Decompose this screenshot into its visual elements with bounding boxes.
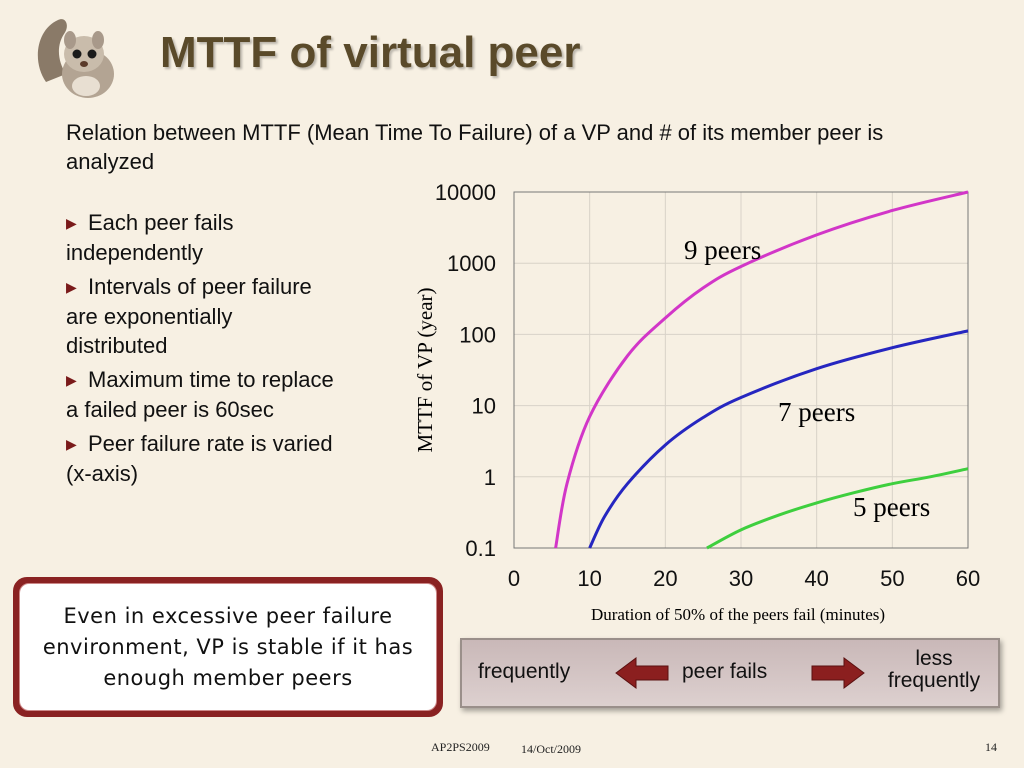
legend-middle-label: peer fails — [682, 660, 768, 683]
y-tick-label: 1000 — [447, 251, 496, 276]
x-tick-label: 0 — [508, 566, 520, 591]
squirrel-icon — [37, 19, 114, 98]
series-label-5: 5 peers — [853, 492, 930, 522]
y-tick-label: 100 — [459, 322, 496, 347]
footer-page-number: 14 — [985, 740, 997, 754]
legend-right-label: less frequently — [887, 647, 981, 692]
y-axis-label: MTTF of VP (year) — [413, 287, 437, 452]
failure-frequency-legend: frequently peer fails less frequently — [460, 638, 1000, 708]
list-item: ▶ Peer failure rate is varied (x-axis) — [66, 431, 333, 486]
series-line-7-peers — [588, 329, 969, 549]
legend-left-label: frequently — [478, 660, 571, 683]
list-item: ▶ Intervals of peer failure are exponenti… — [66, 274, 312, 358]
arrow-right-icon — [811, 657, 865, 689]
footer-conference: AP2PS2009 — [431, 740, 490, 754]
conclusion-callout: Even in excessive peer failure environme… — [13, 577, 443, 717]
list-item: ▶ Maximum time to replace a failed peer i… — [66, 367, 334, 422]
triangle-right-icon: ▶ — [66, 372, 77, 388]
list-item: ▶ Each peer fails independently — [66, 210, 234, 265]
page-title: MTTF of virtual peer — [160, 28, 581, 77]
series-line-5-peers — [706, 467, 969, 550]
x-tick-label: 30 — [729, 566, 753, 591]
mttf-chart: 0 10 20 30 40 50 60 0.1 1 10 100 1000 10000 MTTF of … — [413, 180, 980, 624]
x-axis-label: Duration of 50% of the peers fail (minut… — [591, 605, 885, 624]
triangle-right-icon: ▶ — [66, 279, 77, 295]
plot-frame — [513, 191, 969, 549]
x-tick-label: 40 — [804, 566, 828, 591]
x-tick-label: 10 — [577, 566, 601, 591]
x-tick-label: 60 — [956, 566, 980, 591]
footer-date: 14/Oct/2009 — [521, 742, 581, 756]
callout-text: Even in excessive peer failure environme… — [19, 583, 437, 711]
bullet-list: ▶ Each peer fails independently ▶ Interval… — [66, 208, 336, 493]
x-tick-label: 50 — [880, 566, 904, 591]
y-tick-label: 10000 — [435, 180, 496, 205]
series-line-9-peers — [554, 190, 969, 549]
series-label-7: 7 peers — [778, 397, 855, 427]
y-tick-label: 10 — [472, 394, 496, 419]
y-tick-label: 0.1 — [465, 536, 496, 561]
triangle-right-icon: ▶ — [66, 215, 77, 231]
arrow-left-icon — [615, 657, 669, 689]
y-tick-label: 1 — [484, 465, 496, 490]
x-tick-label: 20 — [653, 566, 677, 591]
subtitle: Relation between MTTF (Mean Time To Fail… — [66, 120, 884, 174]
triangle-right-icon: ▶ — [66, 436, 77, 452]
series-label-9: 9 peers — [684, 235, 761, 265]
